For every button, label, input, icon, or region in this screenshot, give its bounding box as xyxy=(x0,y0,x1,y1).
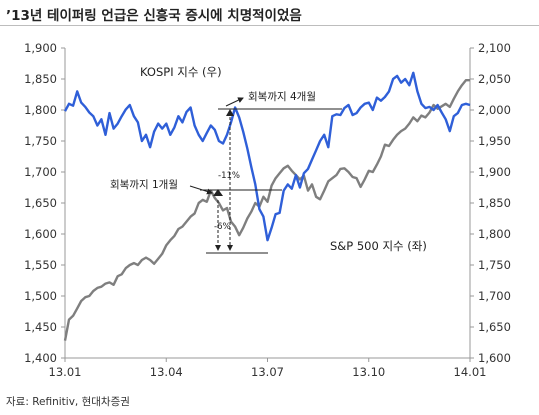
y-left-tick-label: 1,800 xyxy=(24,103,57,117)
y-left-tick-label: 1,500 xyxy=(24,289,57,303)
page-title: ’13년 테이퍼링 언급은 신흥국 증시에 치명적이었음 xyxy=(6,8,302,24)
y-right-tick-label: 1,800 xyxy=(478,227,511,241)
y-right-tick-label: 1,850 xyxy=(478,196,511,210)
sp500-recovery-arrow xyxy=(189,185,213,195)
x-tick-label: 14.01 xyxy=(454,365,487,379)
annotation-recovery-1-month: 회복까지 1개월 xyxy=(110,179,178,191)
y-left-tick-label: 1,400 xyxy=(24,351,57,365)
x-tick-label: 13.07 xyxy=(251,365,284,379)
chart-axes: 1,400 1,450 1,500 1,550 1,600 1,650 1,700 1,750… xyxy=(24,41,511,379)
kospi-series-label: KOSPI 지수 (우) xyxy=(140,65,222,79)
chart-lines xyxy=(63,71,471,341)
x-tick-label: 13.01 xyxy=(49,365,82,379)
sp500-series-label: S&P 500 지수 (좌) xyxy=(330,239,427,253)
x-tick-label: 13.04 xyxy=(150,365,183,379)
y-left-tick-label: 1,450 xyxy=(24,320,57,334)
sp500-peak-marker xyxy=(213,189,223,196)
y-right-tick-label: 2,100 xyxy=(478,41,511,55)
y-right-tick-label: 1,600 xyxy=(478,351,511,365)
y-right-tick-label: 1,950 xyxy=(478,134,511,148)
y-left-tick-label: 1,750 xyxy=(24,134,57,148)
title-divider xyxy=(0,25,539,26)
kospi-line xyxy=(63,71,471,242)
y-left-tick-label: 1,600 xyxy=(24,227,57,241)
chart: 1,400 1,450 1,500 1,550 1,600 1,650 1,700 1,750… xyxy=(24,41,511,379)
sp500-line xyxy=(63,78,470,341)
y-right-tick-label: 1,700 xyxy=(478,289,511,303)
x-tick-label: 13.10 xyxy=(352,365,385,379)
y-right-tick-label: 2,050 xyxy=(478,72,511,86)
y-right-tick-label: 1,900 xyxy=(478,165,511,179)
y-left-tick-label: 1,700 xyxy=(24,165,57,179)
y-right-tick-label: 2,000 xyxy=(478,103,511,117)
kospi-recovery-arrow xyxy=(225,97,244,107)
annotation-kospi-drawdown: -11% xyxy=(218,171,240,181)
y-right-tick-label: 1,750 xyxy=(478,258,511,272)
annotation-recovery-4-months: 회복까지 4개월 xyxy=(248,91,316,103)
y-left-tick-label: 1,650 xyxy=(24,196,57,210)
kospi-peak-marker xyxy=(226,109,234,116)
annotation-sp500-drawdown: -6% xyxy=(214,222,231,232)
y-left-tick-label: 1,550 xyxy=(24,258,57,272)
y-left-tick-label: 1,900 xyxy=(24,41,57,55)
y-right-tick-label: 1,650 xyxy=(478,320,511,334)
source-note: 자료: Refinitiv, 현대차증권 xyxy=(6,396,130,408)
y-left-tick-label: 1,850 xyxy=(24,72,57,86)
